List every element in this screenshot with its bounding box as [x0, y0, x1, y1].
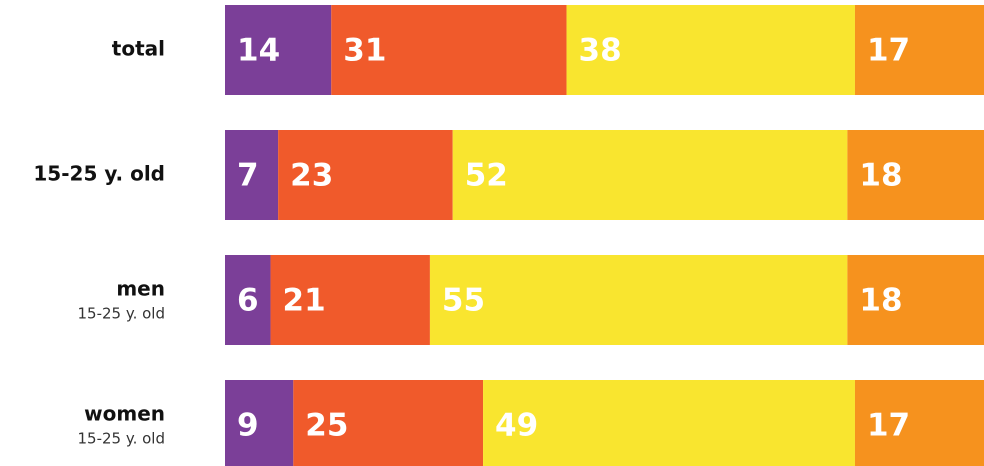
bar-segment — [331, 5, 567, 95]
value-label: 18 — [859, 283, 902, 319]
value-label: 38 — [579, 33, 622, 69]
value-label: 17 — [867, 33, 910, 69]
value-label: 21 — [283, 283, 326, 319]
value-label: 52 — [465, 158, 508, 194]
bar-segment — [854, 380, 984, 466]
value-label: 23 — [290, 158, 333, 194]
category-sublabel: 15-25 y. old — [78, 430, 166, 448]
bar-segment — [847, 130, 984, 220]
bar-segment — [452, 130, 848, 220]
bar-segment — [225, 5, 332, 95]
value-label: 31 — [343, 33, 386, 69]
value-label: 55 — [442, 283, 485, 319]
category-label: men — [116, 277, 165, 301]
bar-segment — [270, 255, 430, 345]
value-label: 7 — [237, 158, 259, 194]
value-label: 14 — [237, 33, 280, 69]
bar-segment — [278, 130, 453, 220]
bar-segment — [847, 255, 984, 345]
category-label: 15-25 y. old — [33, 162, 165, 186]
value-label: 17 — [867, 408, 910, 444]
bar-segment — [225, 380, 294, 466]
bar-segment — [225, 130, 279, 220]
category-sublabel: 15-25 y. old — [78, 305, 166, 323]
bar-segment — [566, 5, 855, 95]
bar-segment — [429, 255, 848, 345]
bar-segment — [293, 380, 484, 466]
category-label: total — [112, 37, 165, 61]
category-label: women — [84, 402, 165, 426]
value-label: 25 — [305, 408, 348, 444]
bar-segment — [225, 255, 271, 345]
value-label: 9 — [237, 408, 259, 444]
bar-segment — [483, 380, 855, 466]
value-label: 49 — [495, 408, 538, 444]
bar-segment — [854, 5, 984, 95]
value-label: 18 — [859, 158, 902, 194]
value-label: 6 — [237, 283, 259, 319]
